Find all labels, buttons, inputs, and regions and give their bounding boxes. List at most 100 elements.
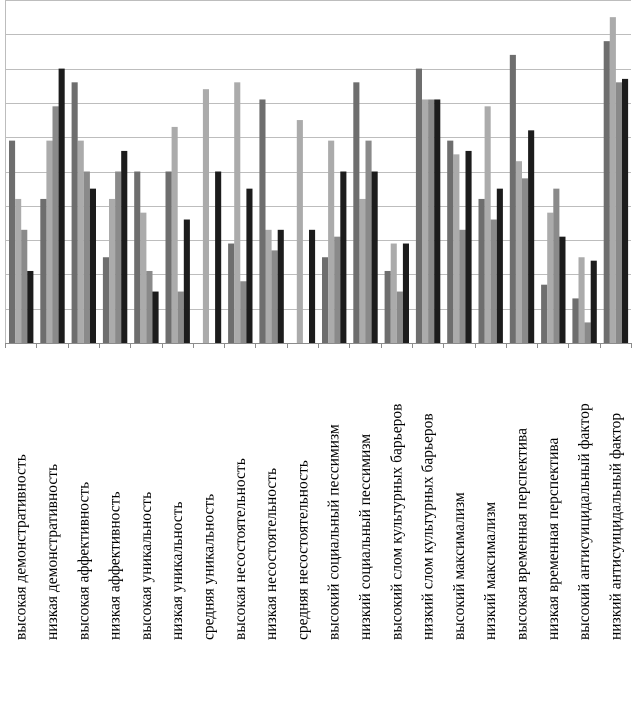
bar (109, 198, 116, 343)
bar (422, 99, 429, 343)
category-label: высокая временная перспектива (514, 428, 531, 640)
bar (572, 298, 579, 343)
bar (134, 171, 141, 343)
bar (559, 236, 566, 343)
category-label: низкая временная перспектива (545, 438, 562, 640)
category-label: низкий социальный пессимизм (357, 434, 374, 640)
bar (89, 188, 96, 343)
bar (77, 140, 84, 343)
category-label: высокий максимализм (451, 492, 468, 640)
bar (390, 243, 397, 343)
bars (9, 17, 629, 344)
bar (215, 171, 222, 343)
bar (359, 198, 366, 343)
bar (259, 99, 266, 343)
bar (353, 82, 360, 343)
x-axis (5, 343, 632, 348)
category-label: высокий социальный пессимизм (326, 424, 343, 640)
bar (121, 150, 128, 343)
bar (46, 140, 53, 343)
bar (165, 171, 172, 343)
bar (177, 291, 184, 343)
bar (309, 229, 316, 343)
bar (515, 161, 522, 343)
bar (246, 188, 253, 343)
bar (590, 260, 597, 343)
bar (271, 250, 278, 343)
category-label: высокий слом культурных барьеров (388, 404, 405, 640)
bar (622, 78, 629, 343)
bar (277, 229, 284, 343)
category-label: низкая аффективность (107, 491, 124, 640)
bar (171, 126, 178, 343)
bar (334, 236, 341, 343)
bar (578, 257, 585, 343)
bar (522, 178, 529, 343)
bar (447, 140, 454, 343)
bar (428, 99, 435, 343)
bar (140, 212, 147, 343)
category-label: высокая несостоятельность (232, 458, 249, 640)
category-label: низкий слом культурных барьеров (420, 413, 437, 640)
bar (27, 270, 34, 343)
bar (603, 41, 610, 343)
bar (296, 120, 303, 343)
grid-lines (5, 0, 631, 344)
bar (459, 229, 466, 343)
bar (365, 140, 372, 343)
bar (609, 17, 616, 344)
bar (83, 171, 90, 343)
category-labels: высокая демонстративность низкая демонстр… (13, 403, 625, 640)
category-label: низкая уникальность (169, 501, 186, 640)
bar (202, 89, 209, 344)
category-label: низкая несостоятельность (263, 468, 280, 640)
bar (240, 281, 247, 343)
bar (584, 322, 591, 343)
bar (58, 68, 65, 343)
category-label: низкая демонстративность (44, 464, 61, 640)
bar (234, 82, 241, 343)
bar (40, 198, 47, 343)
bar (146, 270, 153, 343)
category-label: средняя несостоятельность (294, 460, 311, 640)
bar (465, 150, 472, 343)
bar (553, 188, 560, 343)
bar (15, 198, 22, 343)
category-label: низкий максимализм (482, 502, 499, 640)
bar (415, 68, 422, 343)
bar (490, 219, 497, 343)
bar (21, 229, 28, 343)
bar (328, 140, 335, 343)
bar (52, 106, 59, 343)
category-label: высокая демонстративность (13, 454, 30, 640)
bar (484, 106, 491, 343)
bar (541, 284, 548, 343)
category-label: средняя уникальность (201, 494, 218, 640)
bar (371, 171, 378, 343)
category-label: высокий антисуицидальный фактор (576, 403, 593, 640)
bar (265, 229, 272, 343)
bar (547, 212, 554, 343)
bar (183, 219, 190, 343)
bar (615, 82, 622, 343)
bar (453, 154, 460, 343)
bar (396, 291, 403, 343)
category-label: высокая уникальность (138, 492, 155, 640)
bar (509, 54, 516, 343)
bar (340, 171, 347, 343)
bar (402, 243, 409, 343)
bar (384, 270, 391, 343)
bar (115, 171, 122, 343)
bar (322, 257, 329, 343)
bar (478, 198, 485, 343)
bar (102, 257, 109, 343)
bar (71, 82, 78, 343)
category-label: низкий антисуицидальный фактор (607, 413, 624, 640)
bar (228, 243, 235, 343)
category-label: высокая аффективность (75, 482, 92, 640)
bar (528, 130, 535, 343)
bar (496, 188, 503, 343)
bar (9, 140, 16, 343)
bar (434, 99, 441, 343)
